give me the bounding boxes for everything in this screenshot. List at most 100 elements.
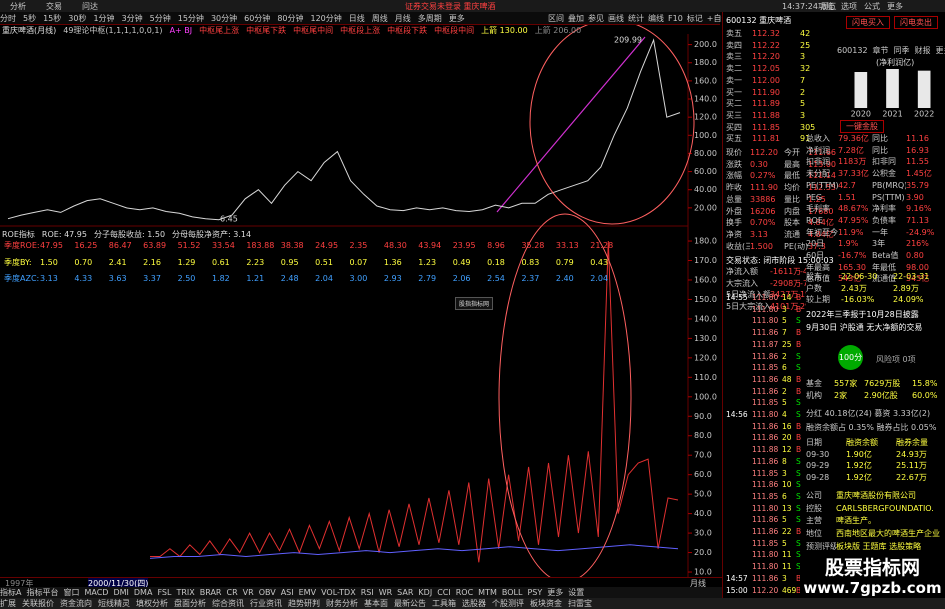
period-button[interactable]: 更多 [448,13,465,23]
margin-cell: 09-29 [806,461,830,471]
period-button[interactable]: 60分钟 [244,13,271,23]
status-tab[interactable]: 基本面 [364,599,388,608]
period-button[interactable]: 多周期 [417,13,442,23]
period-button[interactable]: 15秒 [43,13,62,23]
inst-cell: 15.8% [912,379,938,388]
indicator-tab[interactable]: BOLL [501,588,523,597]
menu-item[interactable]: 问达 [82,1,98,11]
tool-button[interactable]: 标记 [686,13,703,23]
fin-cell: 1.51 [838,192,856,202]
status-tab[interactable]: 财务分析 [326,599,358,608]
status-tab[interactable]: 关联报价 [22,599,54,608]
trade-button[interactable]: 闪电买入 [846,16,890,29]
status-tab[interactable]: 板块资金 [530,599,562,608]
status-tab[interactable]: 扩展 [0,599,16,608]
menu-item[interactable]: 公式 [864,1,880,11]
fin-tab[interactable]: 财报 [914,46,931,55]
indicator-tab[interactable]: DMA [133,588,153,597]
status-tab[interactable]: 趋势研判 [288,599,320,608]
period-button[interactable]: 周线 [371,13,388,23]
indicator-tab[interactable]: VR [242,588,254,597]
menu-item[interactable]: 分析 [10,1,26,11]
order-book-cell: 42 [800,29,811,38]
y-tick-label: 180.0 [694,237,717,246]
status-tab[interactable]: 选股器 [462,599,486,608]
status-tab[interactable]: 工具箱 [432,599,456,608]
tick-cell: 25 [782,339,792,349]
roe-value: 21.28 [590,241,614,250]
period-button[interactable]: 月线 [394,13,411,23]
period-button[interactable]: 5分钟 [149,13,171,23]
period-button[interactable]: 30秒 [68,13,87,23]
indicator-tab[interactable]: MTM [478,588,497,597]
tool-button[interactable]: 叠加 [568,13,584,23]
indicator-tab[interactable]: CCI [437,588,451,597]
tool-button[interactable]: 区间 [548,13,564,23]
chart-name: 重庆啤酒(月线) [2,25,57,35]
period-button[interactable]: 30分钟 [210,13,238,23]
fin-tab[interactable]: 更多 [935,46,945,55]
menu-item[interactable]: 更多 [887,1,903,11]
indicator-tab[interactable]: 指标A [0,588,22,597]
period-button[interactable]: 120分钟 [310,13,342,23]
indicator-tab[interactable]: PSY [527,588,543,597]
status-tab[interactable]: 行业资讯 [250,599,282,608]
tick-cell: S [796,456,801,466]
fin-tab[interactable]: 同季 [893,46,910,55]
tool-button[interactable]: 编线 [648,13,664,23]
period-button[interactable]: 3分钟 [121,13,143,23]
fin-cell: PE(TTM) [806,180,838,190]
quote-cell: 111.90 [750,183,778,193]
indicator-tab[interactable]: BRAR [199,588,222,597]
tool-button[interactable]: F10 [668,13,683,23]
status-tab[interactable]: 最新公告 [394,599,426,608]
tool-button[interactable]: 画线 [608,13,624,23]
status-tab[interactable]: 短线精灵 [98,599,130,608]
period-button[interactable]: 80分钟 [277,13,304,23]
trade-button[interactable]: 闪电卖出 [894,16,938,29]
status-tab[interactable]: 资金流向 [60,599,92,608]
indicator-tab[interactable]: 更多 [547,588,564,597]
indicator-tab[interactable]: CR [226,588,238,597]
indicator-tab[interactable]: 窗口 [63,588,80,597]
menu-item[interactable]: 交易 [46,1,62,11]
period-button[interactable]: 分时 [0,13,16,23]
period-button[interactable]: 5秒 [23,13,37,23]
indicator-tab[interactable]: OBV [258,588,276,597]
indicator-tab[interactable]: SAR [397,588,414,597]
status-tab[interactable]: 综合资讯 [212,599,244,608]
indicator-tab[interactable]: ROC [455,588,474,597]
period-button[interactable]: 日线 [348,13,365,23]
indicator-tab[interactable]: TRIX [176,588,195,597]
status-tab[interactable]: 个股测评 [492,599,524,608]
indicator-tab[interactable]: FSL [157,588,172,597]
indicator-tab[interactable]: 指标平台 [26,588,59,597]
fin-button[interactable]: 一键金股 [840,120,884,133]
period-button[interactable]: 1分钟 [93,13,115,23]
indicator-tab[interactable]: ASI [280,588,294,597]
indicator-tab[interactable]: MACD [84,588,109,597]
status-tab[interactable]: 盘面分析 [174,599,206,608]
indicator-tab[interactable]: KDJ [418,588,433,597]
fin-tab[interactable]: 600132 [837,46,868,55]
tick-cell: B [796,527,802,537]
status-tab[interactable]: 填权分析 [136,599,168,608]
status-tab[interactable]: 扫雷宝 [568,599,592,608]
tool-button[interactable]: +自选 [706,13,723,23]
menu-item[interactable]: 功能 [818,1,834,11]
fin-tab[interactable]: 章节 [872,46,889,55]
tool-button[interactable]: 统计 [628,13,644,23]
indicator-name: 49理论中枢(1,1,1,1,0,0,1) [63,25,163,35]
indicator-tab[interactable]: DMI [113,588,129,597]
tick-time-blank [726,362,752,374]
roe-value: 2.16 [143,257,161,267]
indicator-tab[interactable]: EMV [298,588,317,597]
menu-item[interactable]: 选项 [841,1,857,11]
period-button[interactable]: 15分钟 [177,13,204,23]
tool-button[interactable]: 参见 [588,13,604,23]
indicator-tab[interactable]: 设置 [568,588,585,597]
indicator-tab[interactable]: VOL-TDX [321,588,356,597]
indicator-tab[interactable]: RSI [360,588,374,597]
indicator-tab[interactable]: WR [378,588,393,597]
order-book-cell: 3 [800,110,806,120]
